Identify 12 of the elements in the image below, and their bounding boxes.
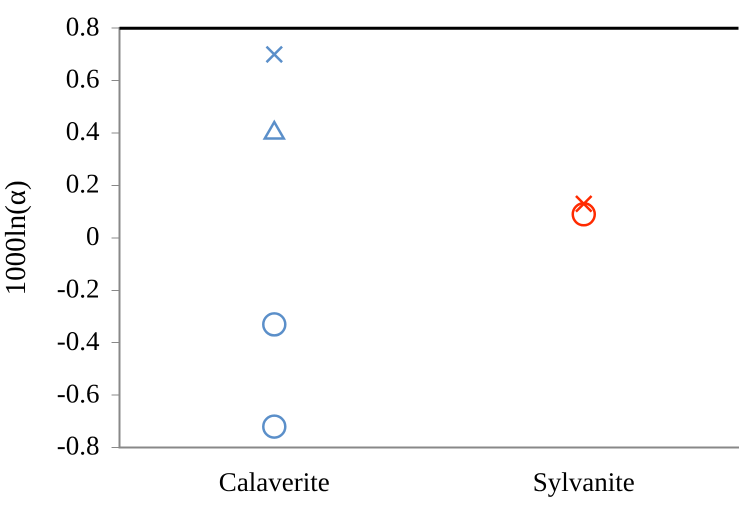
y-tick-label: -0.4 bbox=[56, 326, 100, 356]
y-tick-label: -0.2 bbox=[56, 273, 100, 304]
y-axis-title: 1000ln(α) bbox=[0, 180, 32, 296]
y-tick-label: -0.8 bbox=[56, 430, 100, 461]
y-tick-label: 0.8 bbox=[66, 11, 100, 42]
x-tick-label: Calaverite bbox=[218, 466, 330, 497]
y-tick-label: 0.6 bbox=[66, 64, 100, 94]
y-tick-label: -0.6 bbox=[56, 378, 100, 408]
x-tick-label: Sylvanite bbox=[532, 466, 635, 497]
y-tick-label: 0.4 bbox=[66, 116, 100, 146]
y-tick-label: 0 bbox=[86, 220, 100, 251]
y-tick-label: 0.2 bbox=[66, 168, 100, 199]
